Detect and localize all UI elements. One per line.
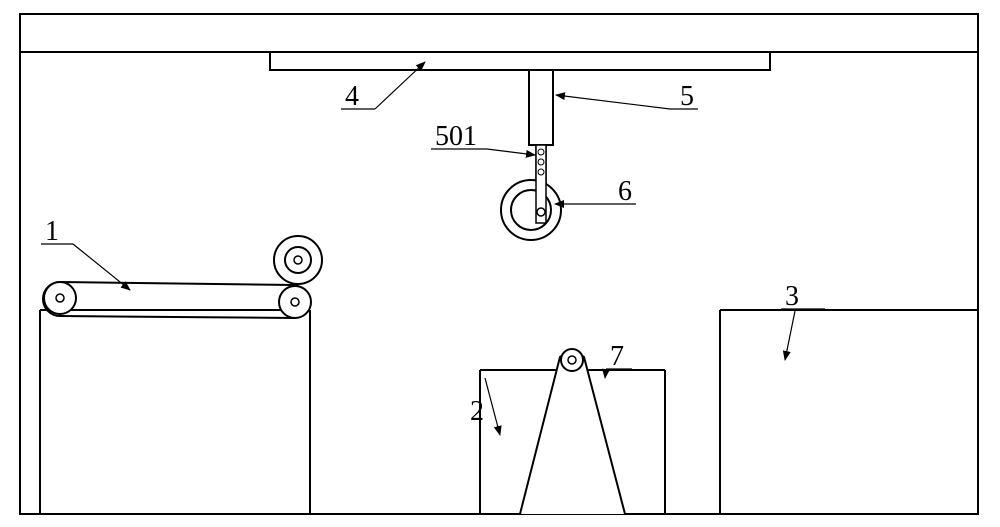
belt-roller-1 xyxy=(279,286,311,318)
leader-2 xyxy=(485,378,500,435)
top-roller-mid xyxy=(285,247,311,273)
rod-5-outer xyxy=(529,70,553,145)
label-l4: 4 xyxy=(345,81,359,112)
top-beam xyxy=(20,14,978,52)
plate-4 xyxy=(270,52,770,70)
engineering-diagram: 1 4 5 501 6 2 7 3 xyxy=(0,0,1000,527)
label-l6: 6 xyxy=(618,176,632,207)
belt-roller-0 xyxy=(44,282,76,314)
label-l5: 5 xyxy=(680,81,694,112)
cone-7 xyxy=(520,353,625,514)
label-l501: 501 xyxy=(435,121,477,152)
label-l7: 7 xyxy=(610,341,624,372)
leader-501 xyxy=(487,149,535,155)
label-l3: 3 xyxy=(785,281,799,312)
cone-7-pivot-outer xyxy=(561,349,583,371)
label-l1: 1 xyxy=(45,216,59,247)
belt-bottom xyxy=(60,316,295,318)
belt-top xyxy=(60,282,295,285)
leader-3-b xyxy=(785,311,795,360)
leader-5 xyxy=(556,95,670,109)
label-l2: 2 xyxy=(470,396,484,427)
outer-frame xyxy=(20,14,978,514)
block-3 xyxy=(720,310,978,514)
